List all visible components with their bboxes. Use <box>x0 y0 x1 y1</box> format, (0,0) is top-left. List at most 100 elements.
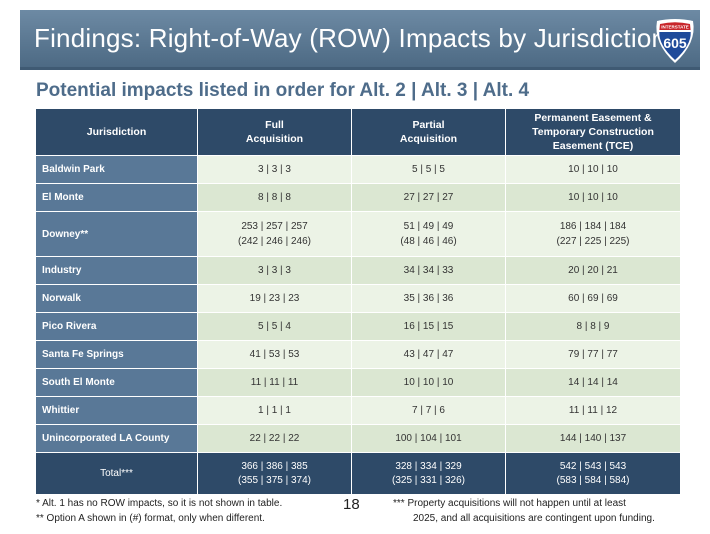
page-number: 18 <box>343 496 360 513</box>
value-line: 10 | 10 | 10 <box>403 377 454 388</box>
jurisdiction-cell: Industry <box>35 256 198 285</box>
value-line: 7 | 7 | 6 <box>412 405 445 416</box>
total-partial-cell: 328 | 334 | 329 (325 | 331 | 326) <box>351 452 506 495</box>
value-line: 27 | 27 | 27 <box>403 192 454 203</box>
value-line: 100 | 104 | 101 <box>395 433 462 444</box>
table-row: Baldwin Park 3 | 3 | 3 5 | 5 | 5 10 | 10… <box>35 155 681 184</box>
easement-cell: 10 | 10 | 10 <box>505 155 681 184</box>
easement-cell: 20 | 20 | 21 <box>505 256 681 285</box>
value-line: 16 | 15 | 15 <box>403 321 454 332</box>
value-line: 34 | 34 | 33 <box>403 265 454 276</box>
easement-cell: 144 | 140 | 137 <box>505 424 681 453</box>
footnote-left: * Alt. 1 has no ROW impacts, so it is no… <box>36 496 282 526</box>
partial-acquisition-cell: 27 | 27 | 27 <box>351 183 506 212</box>
value-line: 253 | 257 | 257 <box>241 221 308 232</box>
full-acquisition-cell: 19 | 23 | 23 <box>197 284 352 313</box>
table-row: South El Monte 11 | 11 | 11 10 | 10 | 10… <box>35 368 681 397</box>
table-row: Norwalk 19 | 23 | 23 35 | 36 | 36 60 | 6… <box>35 284 681 313</box>
table-row: El Monte 8 | 8 | 8 27 | 27 | 27 10 | 10 … <box>35 183 681 212</box>
value-line: 366 | 386 | 385 <box>241 460 308 472</box>
value-line: 19 | 23 | 23 <box>249 293 300 304</box>
page-title: Findings: Right-of-Way (ROW) Impacts by … <box>34 23 667 53</box>
value-line: 20 | 20 | 21 <box>568 265 618 276</box>
value-line: 328 | 334 | 329 <box>395 460 462 472</box>
table-row: Santa Fe Springs 41 | 53 | 53 43 | 47 | … <box>35 340 681 369</box>
value-line: 8 | 8 | 8 <box>258 192 291 203</box>
header-line: Full <box>265 119 284 131</box>
partial-acquisition-cell: 43 | 47 | 47 <box>351 340 506 369</box>
table-header-row: Jurisdiction Full Acquisition Partial Ac… <box>35 108 681 156</box>
value-line: 43 | 47 | 47 <box>403 349 454 360</box>
title-bar: Findings: Right-of-Way (ROW) Impacts by … <box>20 10 700 70</box>
full-acquisition-cell: 41 | 53 | 53 <box>197 340 352 369</box>
table-row: Industry 3 | 3 | 3 34 | 34 | 33 20 | 20 … <box>35 256 681 285</box>
partial-acquisition-cell: 51 | 49 | 49 (48 | 46 | 46) <box>351 211 506 257</box>
value-line: 79 | 77 | 77 <box>568 349 618 360</box>
full-acquisition-cell: 253 | 257 | 257 (242 | 246 | 246) <box>197 211 352 257</box>
full-acquisition-cell: 5 | 5 | 4 <box>197 312 352 341</box>
value-line: 22 | 22 | 22 <box>249 433 300 444</box>
total-easement-cell: 542 | 543 | 543 (583 | 584 | 584) <box>505 452 681 495</box>
table-row: Downey** 253 | 257 | 257 (242 | 246 | 24… <box>35 211 681 257</box>
header-easement: Permanent Easement & Temporary Construct… <box>505 108 681 156</box>
value-line: 11 | 11 | 12 <box>568 405 618 416</box>
value-line: 11 | 11 | 11 <box>250 377 299 388</box>
full-acquisition-cell: 1 | 1 | 1 <box>197 396 352 425</box>
value-line: 60 | 69 | 69 <box>568 293 618 304</box>
value-line: 35 | 36 | 36 <box>403 293 454 304</box>
full-acquisition-cell: 11 | 11 | 11 <box>197 368 352 397</box>
header-line: Temporary Construction <box>532 126 654 138</box>
value-line: 144 | 140 | 137 <box>559 433 627 444</box>
jurisdiction-cell: Santa Fe Springs <box>35 340 198 369</box>
jurisdiction-cell: Downey** <box>35 211 198 257</box>
option-a-value-line: (325 | 331 | 326) <box>391 474 466 486</box>
footnote-line: ** Option A shown in (#) format, only wh… <box>36 513 265 524</box>
header-line: Easement (TCE) <box>552 140 634 152</box>
footnote-right: *** Property acquisitions will not happe… <box>393 496 655 526</box>
full-acquisition-cell: 22 | 22 | 22 <box>197 424 352 453</box>
value-line: 186 | 184 | 184 <box>559 221 627 232</box>
partial-acquisition-cell: 100 | 104 | 101 <box>351 424 506 453</box>
footnote-line: * Alt. 1 has no ROW impacts, so it is no… <box>36 498 283 509</box>
header-partial-acquisition: Partial Acquisition <box>351 108 506 156</box>
full-acquisition-cell: 3 | 3 | 3 <box>197 155 352 184</box>
option-a-value-line: (583 | 584 | 584) <box>556 474 630 486</box>
total-label-cell: Total*** <box>35 452 198 495</box>
footnote-line: *** Property acquisitions will not happe… <box>393 498 626 509</box>
partial-acquisition-cell: 7 | 7 | 6 <box>351 396 506 425</box>
partial-acquisition-cell: 16 | 15 | 15 <box>351 312 506 341</box>
value-line: 10 | 10 | 10 <box>568 164 618 175</box>
jurisdiction-cell: South El Monte <box>35 368 198 397</box>
table-row: Unincorporated LA County 22 | 22 | 22 10… <box>35 424 681 453</box>
easement-cell: 14 | 14 | 14 <box>505 368 681 397</box>
header-line: Acquisition <box>245 133 304 145</box>
value-line: 3 | 3 | 3 <box>258 265 291 276</box>
shield-number: 605 <box>663 35 687 51</box>
value-line: 14 | 14 | 14 <box>568 377 618 388</box>
value-line: 3 | 3 | 3 <box>258 164 291 175</box>
partial-acquisition-cell: 35 | 36 | 36 <box>351 284 506 313</box>
full-acquisition-cell: 8 | 8 | 8 <box>197 183 352 212</box>
partial-acquisition-cell: 34 | 34 | 33 <box>351 256 506 285</box>
jurisdiction-cell: Whittier <box>35 396 198 425</box>
value-line: 10 | 10 | 10 <box>568 192 618 203</box>
easement-cell: 11 | 11 | 12 <box>505 396 681 425</box>
value-line: 1 | 1 | 1 <box>258 405 291 416</box>
value-line: 41 | 53 | 53 <box>249 349 300 360</box>
header-line: Partial <box>412 119 445 131</box>
easement-cell: 8 | 8 | 9 <box>505 312 681 341</box>
header-jurisdiction: Jurisdiction <box>35 108 198 156</box>
easement-cell: 60 | 69 | 69 <box>505 284 681 313</box>
interstate-shield-icon: INTERSTATE 605 <box>656 19 694 63</box>
header-line: Permanent Easement & <box>534 112 652 124</box>
easement-cell: 186 | 184 | 184 (227 | 225 | 225) <box>505 211 681 257</box>
table-row: Pico Rivera 5 | 5 | 4 16 | 15 | 15 8 | 8… <box>35 312 681 341</box>
footnote-line: 2025, and all acquisitions are contingen… <box>413 513 655 524</box>
header-full-acquisition: Full Acquisition <box>197 108 352 156</box>
subtitle: Potential impacts listed in order for Al… <box>36 80 530 101</box>
value-line: 51 | 49 | 49 <box>403 221 454 232</box>
jurisdiction-cell: Unincorporated LA County <box>35 424 198 453</box>
jurisdiction-cell: Norwalk <box>35 284 198 313</box>
value-line: 5 | 5 | 5 <box>412 164 445 175</box>
option-a-value-line: (242 | 246 | 246) <box>237 236 312 247</box>
